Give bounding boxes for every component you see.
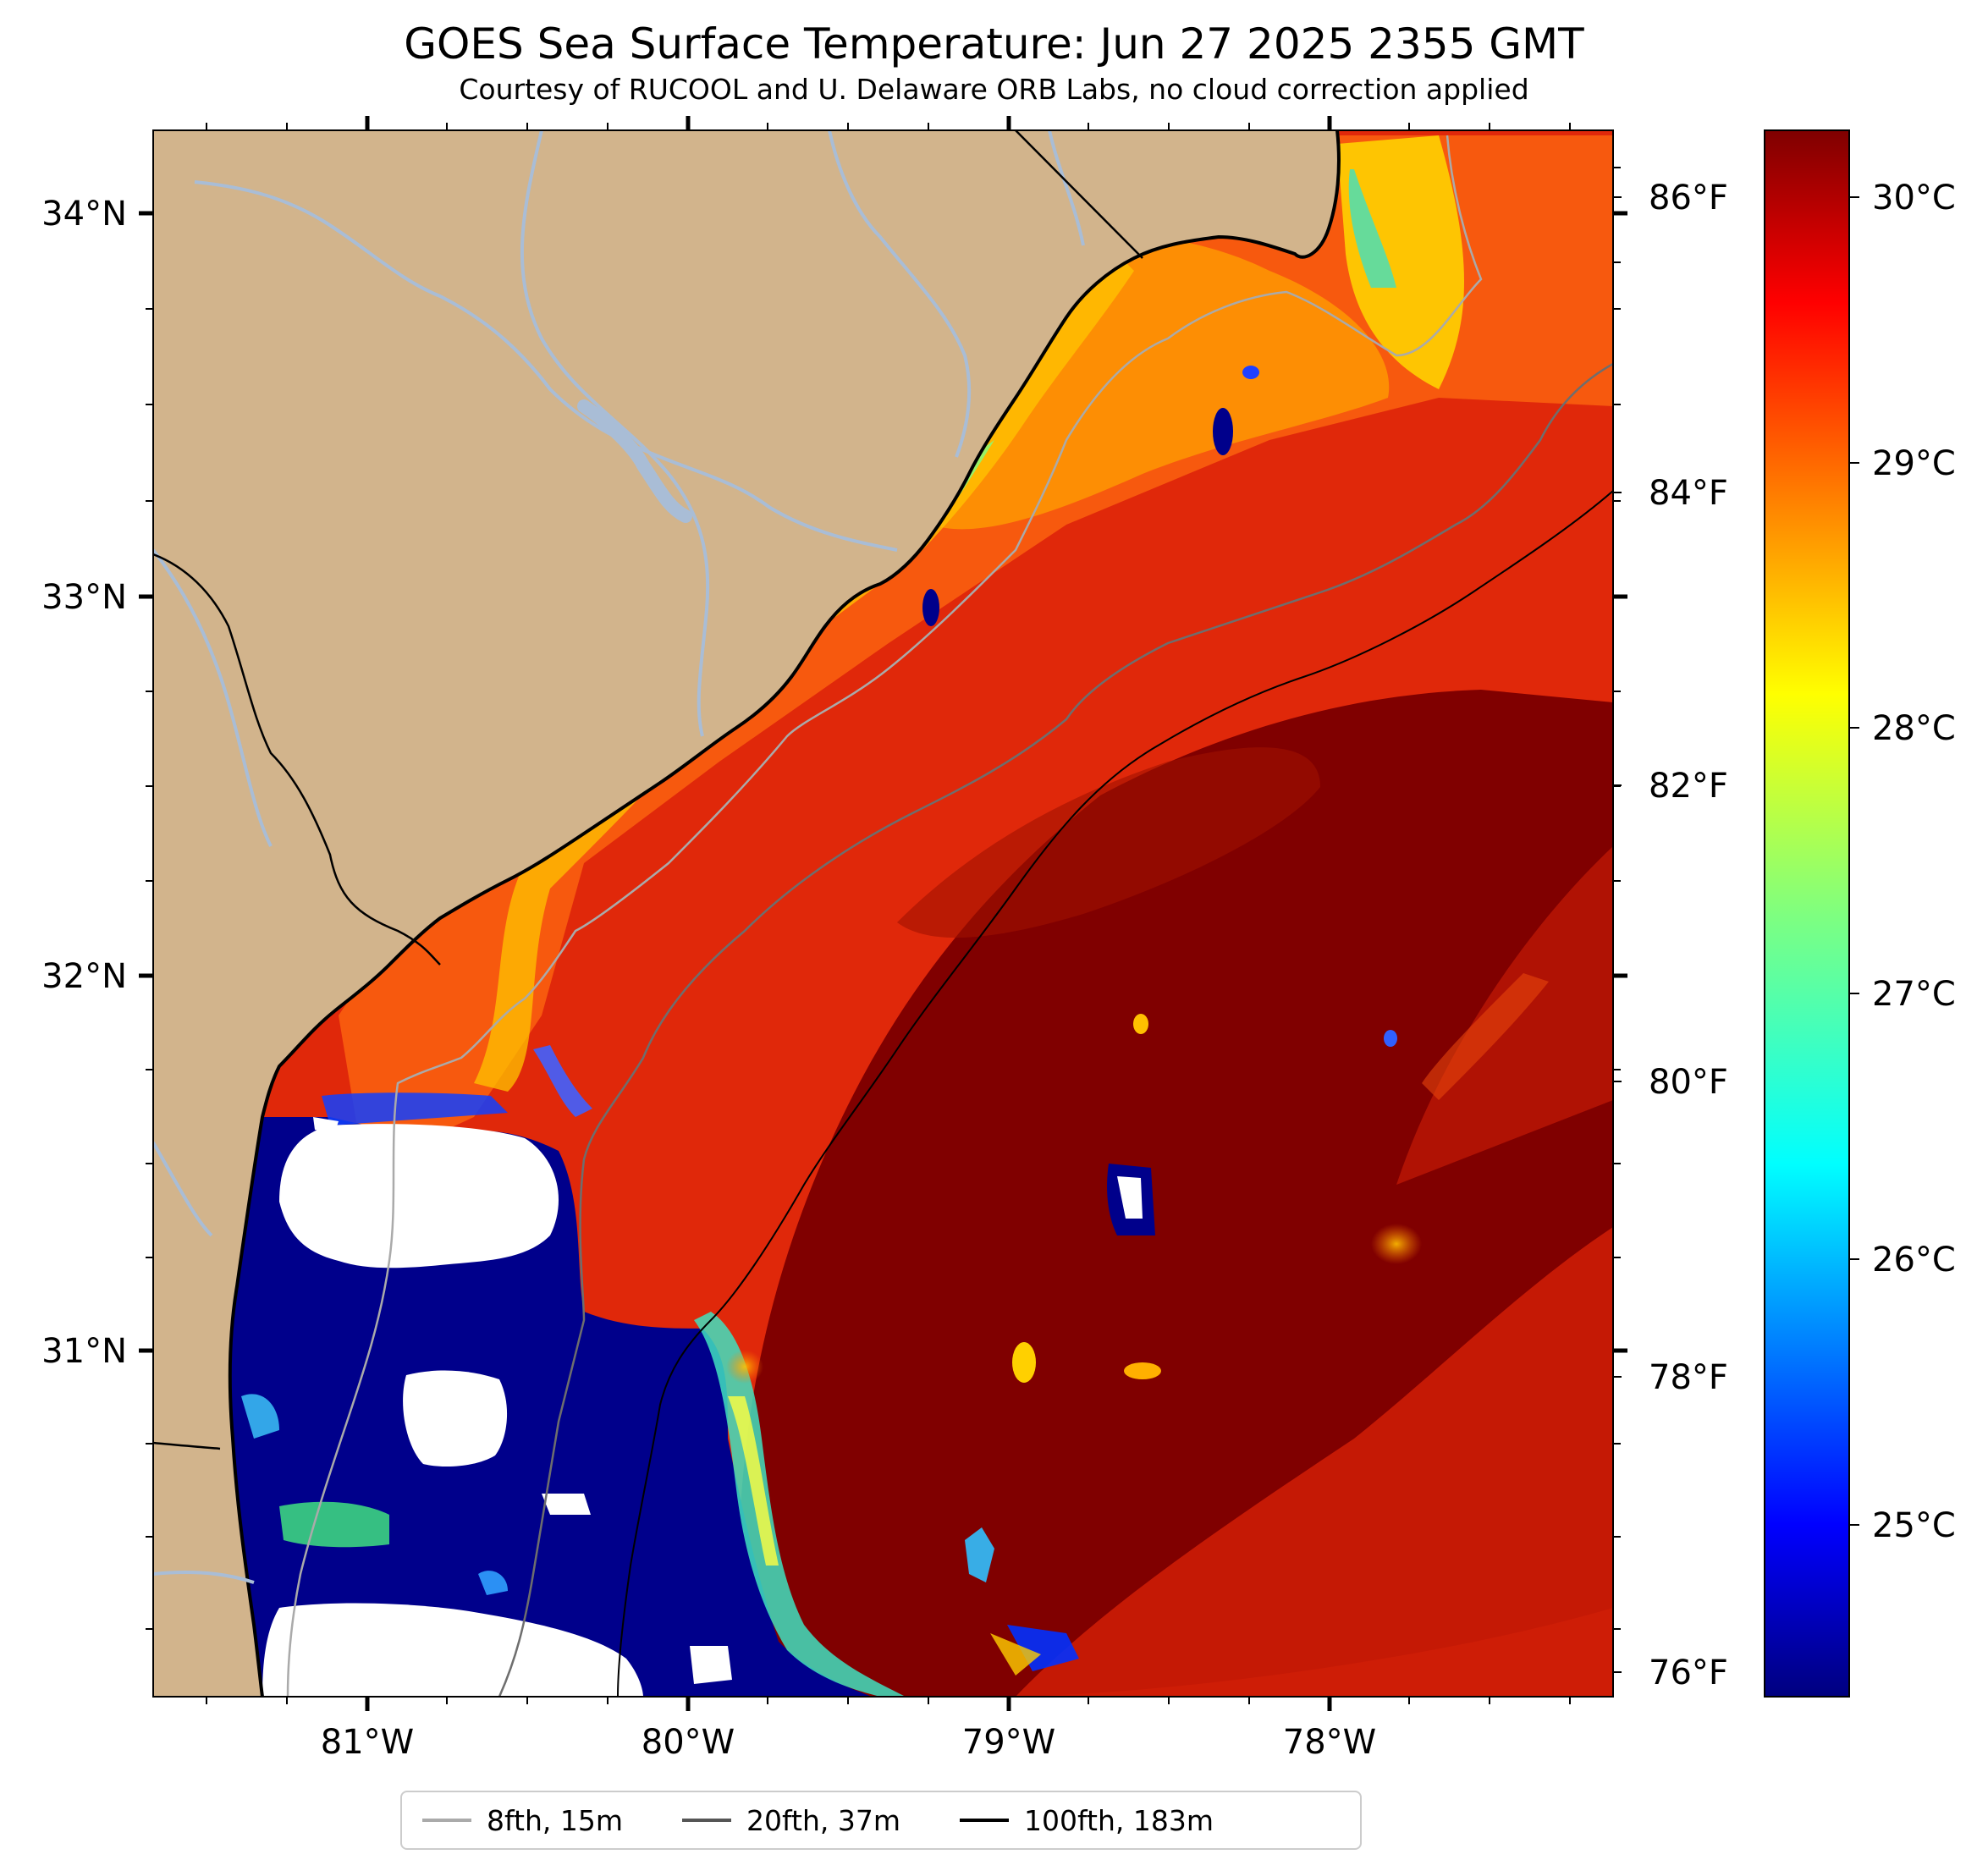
fahrenheit-label: 76°F	[1649, 1654, 1728, 1692]
lat-minor-ticks	[146, 167, 1621, 1630]
fahrenheit-label: 82°F	[1649, 767, 1728, 806]
map-frame	[152, 129, 1614, 1698]
legend-entry-8fth: 8fth, 15m	[402, 1792, 623, 1848]
lon-label: 80°W	[642, 1723, 735, 1762]
legend-label: 20fth, 37m	[746, 1803, 901, 1837]
fahrenheit-label: 84°F	[1649, 474, 1728, 513]
fahrenheit-label: 80°F	[1649, 1063, 1728, 1102]
contour-8fth-line	[286, 135, 1483, 1697]
lon-minor-ticks	[206, 123, 1571, 1704]
colorbar-label: 25°C	[1872, 1506, 1956, 1545]
offshore-red-field	[1016, 1227, 1613, 1697]
contour-20fth-line	[498, 362, 1613, 1697]
lat-label: 34°N	[41, 195, 127, 234]
chart-subtitle: Courtesy of RUCOOL and U. Delaware ORB L…	[459, 73, 1529, 106]
lon-label: 81°W	[321, 1723, 414, 1762]
colorbar-label: 30°C	[1872, 179, 1956, 217]
lon-label: 78°W	[1283, 1723, 1376, 1762]
colorbar-label: 28°C	[1872, 709, 1956, 748]
legend-label: 100fth, 183m	[1024, 1803, 1214, 1837]
land-area	[153, 130, 1339, 1697]
lon-major-ticks	[365, 116, 1332, 1711]
contour-100fth-line	[617, 490, 1613, 1697]
map-panel	[153, 130, 1613, 1697]
lon-label: 79°W	[962, 1723, 1055, 1762]
state-border	[1015, 130, 1143, 259]
legend-line-icon	[960, 1819, 1010, 1822]
colorbar-ticks	[1849, 196, 1859, 1526]
lat-label: 32°N	[41, 957, 127, 996]
legend-line-icon	[682, 1819, 732, 1822]
colorbar-label: 26°C	[1872, 1241, 1956, 1279]
contour-legend: 8fth, 15m 20fth, 37m 100fth, 183m	[400, 1791, 1362, 1850]
chart-title: GOES Sea Surface Temperature: Jun 27 202…	[404, 19, 1584, 69]
coastline	[228, 130, 1341, 1697]
colorbar	[1764, 129, 1850, 1698]
cloud-mask	[279, 1124, 559, 1268]
cold-upwelling-zone	[153, 1117, 872, 1697]
colorbar-label: 29°C	[1872, 444, 1956, 483]
lat-label: 31°N	[41, 1332, 127, 1371]
lat-major-ticks	[139, 211, 1627, 1353]
legend-entry-20fth: 20fth, 37m	[623, 1792, 900, 1848]
lat-label: 33°N	[41, 578, 127, 617]
legend-label: 8fth, 15m	[487, 1803, 624, 1837]
fahrenheit-label: 86°F	[1649, 179, 1728, 217]
cape-fear-cool-plume	[1337, 135, 1464, 389]
legend-entry-100fth: 100fth, 183m	[900, 1792, 1214, 1848]
colorbar-label: 27°C	[1872, 975, 1956, 1014]
legend-line-icon	[422, 1819, 471, 1822]
fahrenheit-label: 78°F	[1649, 1358, 1728, 1397]
fahrenheit-ticks	[1613, 196, 1622, 1673]
river-line	[194, 180, 898, 552]
